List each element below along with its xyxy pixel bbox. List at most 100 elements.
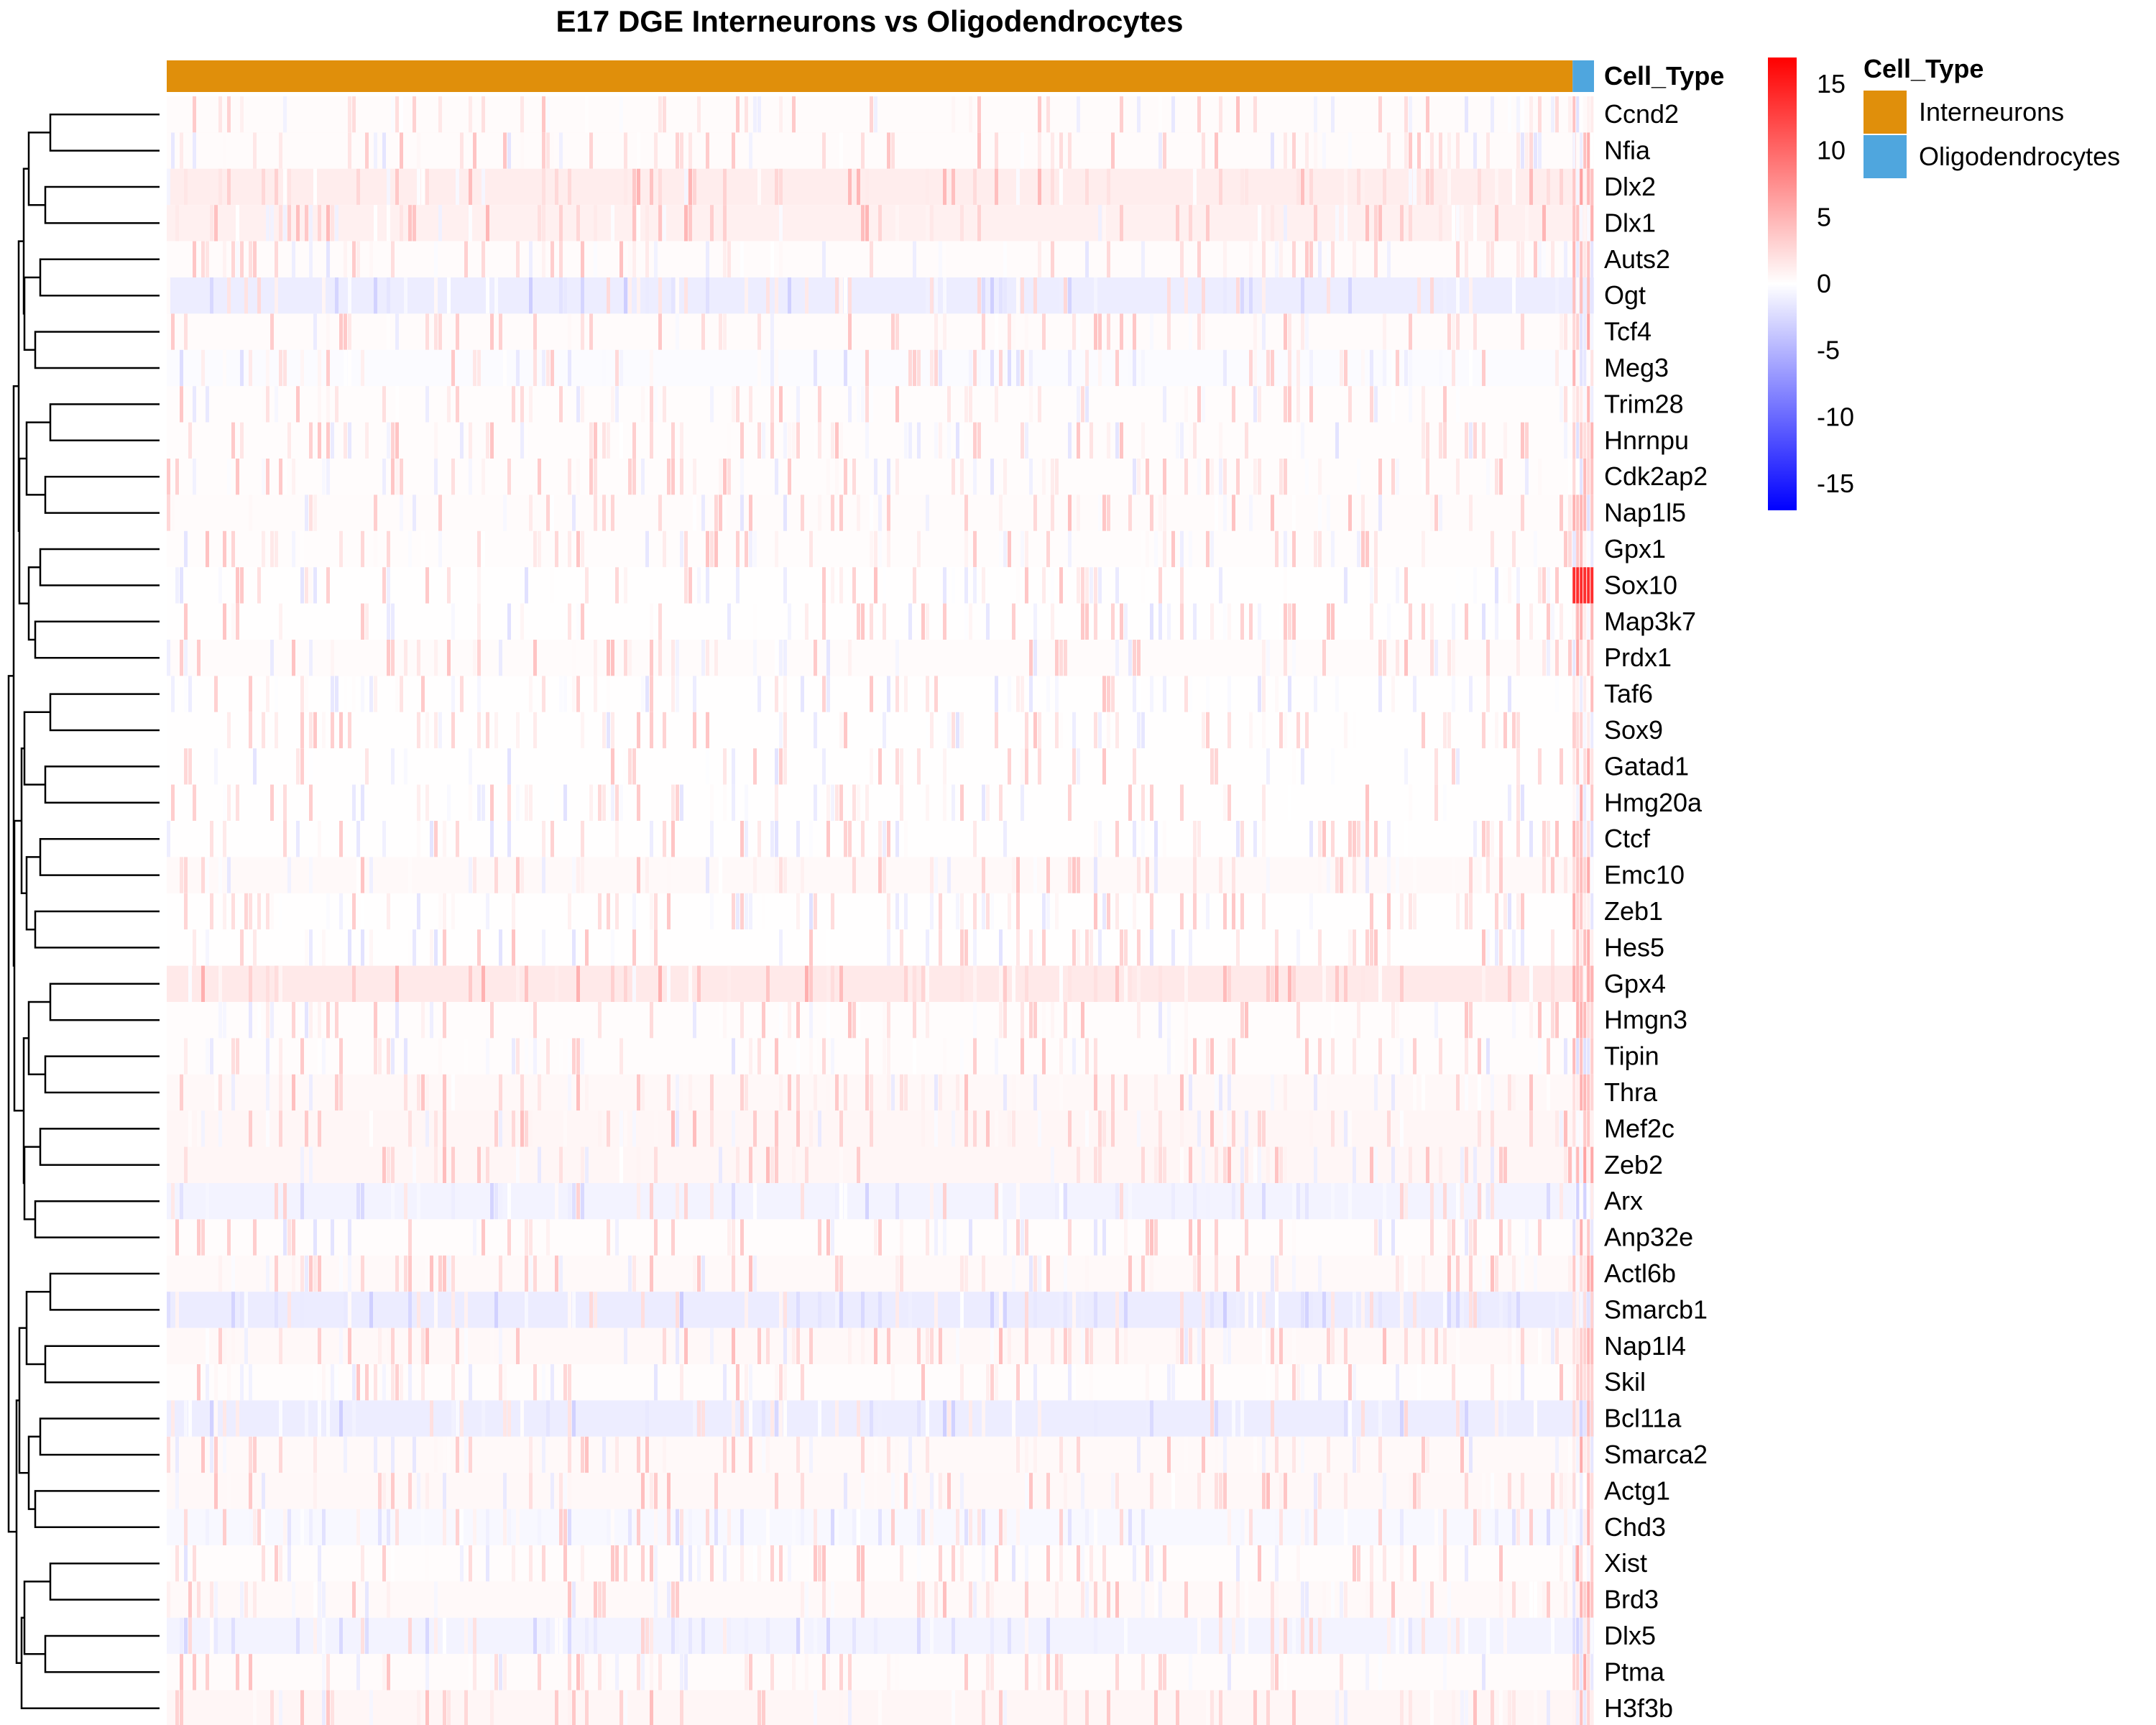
heatmap-cell [1215,1255,1218,1292]
heatmap-cell [805,1654,808,1690]
heatmap-cell [391,1183,395,1220]
heatmap-cell [1111,676,1115,712]
heatmap-cell-oligo [1576,1436,1580,1473]
row-label: Ptma [1604,1657,1665,1686]
heatmap-cell [1486,1183,1490,1220]
heatmap-cell [322,1690,326,1725]
heatmap-cell [723,494,727,531]
heatmap-cell [1038,241,1041,277]
heatmap-cell [973,168,977,206]
heatmap-cell [688,132,692,169]
heatmap-cell [1072,1364,1076,1401]
heatmap-cell [943,313,946,350]
heatmap-cell [529,1545,533,1582]
heatmap-cell [921,1509,925,1545]
heatmap-cell [180,349,183,387]
heatmap-cell [589,1292,593,1328]
heatmap-cell [1202,1292,1205,1328]
heatmap-cell [1124,1617,1128,1655]
heatmap-cell [1525,205,1529,242]
heatmap-cell [615,1654,619,1690]
heatmap-cell [913,1473,916,1509]
heatmap-cell [796,893,800,930]
heatmap-cell [982,1400,985,1437]
dendrogram-branch [49,693,160,732]
heatmap-cell [1292,640,1296,676]
heatmap-cell [210,205,213,242]
heatmap-cell [727,603,731,640]
heatmap-cell [952,1617,955,1655]
heatmap-cell [1314,1074,1317,1111]
heatmap-cell [952,459,955,495]
dendrogram-branch [44,1055,160,1094]
heatmap-cell [400,1364,403,1401]
heatmap-cell [1189,929,1192,966]
heatmap-cell [1184,386,1188,423]
heatmap-cell [1128,349,1132,387]
heatmap-cell-oligo [1583,1581,1587,1618]
heatmap-cell [775,1473,778,1509]
heatmap-cell [1460,1436,1464,1473]
heatmap-cell-oligo [1576,1146,1580,1183]
heatmap-cell [395,1509,399,1545]
heatmap-cell [482,965,485,1002]
heatmap-cell [1456,459,1460,495]
heatmap-cell [223,1436,226,1473]
heatmap-cell [663,712,666,749]
heatmap-cell [1016,1074,1020,1111]
heatmap-cell [874,1617,877,1655]
heatmap-cell [1068,422,1072,459]
heatmap-cell [559,676,563,712]
heatmap-cell [223,241,226,277]
heatmap-cell-oligo [1572,386,1576,423]
heatmap-cell [1094,821,1097,857]
heatmap-cell [287,1292,291,1328]
heatmap-cell [1508,784,1511,821]
heatmap-cell [305,205,308,242]
heatmap-cell [356,168,360,206]
heatmap-cell [1085,1581,1089,1618]
heatmap-cell-oligo [1587,1219,1590,1256]
heatmap-cell [650,1654,653,1690]
heatmap-cell [1025,422,1028,459]
heatmap-cell [848,313,852,350]
heatmap-cell [434,821,438,857]
heatmap-cell [1456,893,1460,930]
heatmap-cell-oligo [1583,205,1587,242]
heatmap-cell [973,965,977,1002]
heatmap-cell [223,349,226,387]
heatmap-cell-oligo [1580,748,1583,785]
heatmap-cell-oligo [1572,784,1576,821]
heatmap-cell [382,386,386,423]
heatmap-cell [1150,929,1153,966]
heatmap-row-Nap1l4 [167,1328,1594,1364]
heatmap-cell [641,1654,645,1690]
heatmap-cell [1551,857,1554,893]
heatmap-cell [1529,1110,1533,1147]
heatmap-cell [240,929,244,966]
heatmap-cell [676,1617,679,1655]
heatmap-cell [369,1690,373,1725]
heatmap-cell [369,857,373,893]
heatmap-cell [1284,1473,1287,1509]
heatmap-cell [391,1364,395,1401]
heatmap-cell [335,277,338,314]
heatmap-cell [637,1183,640,1220]
heatmap-cell [361,893,364,930]
heatmap-cell [753,1110,757,1147]
heatmap-cell [1555,349,1559,387]
heatmap-cell [400,205,403,242]
heatmap-cell [788,422,791,459]
heatmap-cell-oligo [1587,1292,1590,1328]
heatmap-cell [1378,965,1382,1002]
heatmap-cell [1197,1473,1201,1509]
heatmap-cell-oligo [1583,676,1587,712]
heatmap-cell [1279,241,1283,277]
heatmap-cell-oligo [1580,1473,1583,1509]
heatmap-cell [805,965,808,1002]
heatmap-cell [326,241,330,277]
heatmap-cell-oligo [1590,386,1594,423]
heatmap-cell [223,1400,226,1437]
heatmap-cell [1120,1509,1123,1545]
heatmap-cell [1478,1038,1481,1075]
